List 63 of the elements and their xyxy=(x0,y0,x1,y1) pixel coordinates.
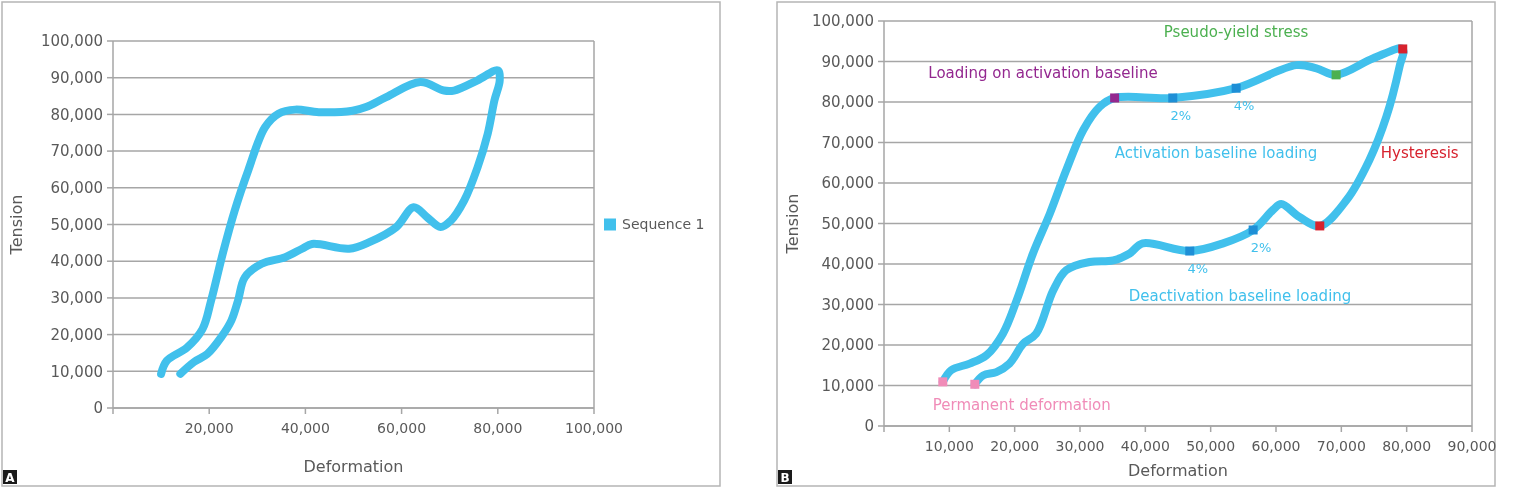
y-tick-label: 90,000 xyxy=(50,68,103,87)
x-tick-label: 100,000 xyxy=(565,420,623,436)
x-tick-label: 10,000 xyxy=(924,438,974,454)
annotation: 4% xyxy=(1187,261,1209,277)
y-tick-label: 80,000 xyxy=(50,105,103,124)
y-tick-label: 40,000 xyxy=(50,252,103,271)
point xyxy=(938,377,948,387)
y-tick-label: 0 xyxy=(93,399,103,418)
x-tick-label: 60,000 xyxy=(377,420,427,436)
point xyxy=(1331,70,1341,80)
annotation: 2% xyxy=(1250,239,1272,255)
y-tick-label: 20,000 xyxy=(50,325,103,344)
x-tick-label: 80,000 xyxy=(1382,438,1432,454)
y-tick-label: 20,000 xyxy=(821,336,874,355)
annotation: Activation baseline loading xyxy=(1114,144,1318,163)
point xyxy=(1185,246,1195,256)
x-tick-label: 70,000 xyxy=(1316,438,1366,454)
annotation: Deactivation baseline loading xyxy=(1128,287,1352,306)
legend-label: Sequence 1 xyxy=(622,216,705,233)
point xyxy=(1231,83,1241,93)
y-tick-label: 30,000 xyxy=(50,289,103,308)
y-tick-label: 10,000 xyxy=(821,376,874,395)
point xyxy=(970,379,980,389)
text: A xyxy=(5,471,16,485)
y-tick-label: 100,000 xyxy=(40,32,103,51)
x-tick-label: 20,000 xyxy=(990,438,1040,454)
point xyxy=(1110,93,1120,103)
text: Hysteresis xyxy=(1380,143,1459,162)
point xyxy=(1315,221,1325,231)
y-tick-label: 60,000 xyxy=(821,174,874,193)
series-label: Permanent deformation xyxy=(932,395,1111,414)
x-tick-label: 30,000 xyxy=(1055,438,1105,454)
x-tick-label: 40,000 xyxy=(280,420,330,436)
y-axis-title: Tension xyxy=(783,193,802,255)
x-tick-label: 40,000 xyxy=(1120,438,1170,454)
text: Loading on activation baseline xyxy=(928,63,1158,82)
x-tick-label: 20,000 xyxy=(184,420,234,436)
x-tick-label: 60,000 xyxy=(1251,438,1301,454)
point xyxy=(1398,44,1408,54)
y-axis-title: Tension xyxy=(7,194,26,256)
y-tick-label: 40,000 xyxy=(821,255,874,274)
x-tick-label: 50,000 xyxy=(1186,438,1236,454)
x-tick-label: 90,000 xyxy=(1447,438,1497,454)
y-tick-label: 90,000 xyxy=(821,52,874,71)
y-tick-label: 70,000 xyxy=(821,133,874,152)
y-tick-label: 50,000 xyxy=(821,214,874,233)
y-tick-label: 10,000 xyxy=(50,362,103,381)
x-axis-title: Deformation xyxy=(303,457,404,476)
annotation: 4% xyxy=(1233,98,1255,114)
point xyxy=(1168,93,1178,103)
y-tick-label: 60,000 xyxy=(50,179,103,198)
y-tick-label: 80,000 xyxy=(821,93,874,112)
y-tick-label: 70,000 xyxy=(50,142,103,161)
y-tick-label: 50,000 xyxy=(50,215,103,234)
y-tick-label: 30,000 xyxy=(821,295,874,314)
y-tick-label: 0 xyxy=(864,417,874,436)
text: Pseudo-yield stress xyxy=(1163,22,1309,41)
annotation: 2% xyxy=(1170,107,1192,123)
y-tick-label: 100,000 xyxy=(811,12,874,31)
text: B xyxy=(780,471,790,485)
x-axis-title: Deformation xyxy=(1128,461,1228,480)
x-tick-label: 80,000 xyxy=(473,420,523,436)
point xyxy=(1248,225,1258,235)
